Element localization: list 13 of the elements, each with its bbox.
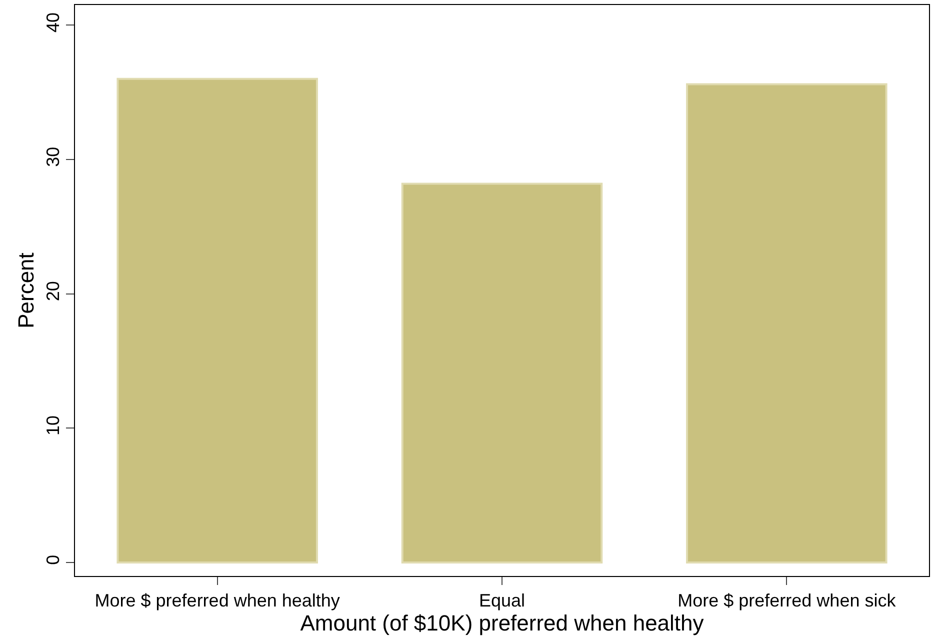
y-axis-title: Percent bbox=[14, 252, 39, 328]
y-tick-label: 20 bbox=[42, 281, 63, 302]
y-tick-label: 0 bbox=[42, 554, 63, 565]
x-tick-label: More $ preferred when healthy bbox=[94, 590, 340, 611]
bar bbox=[401, 182, 603, 564]
x-tick-label: More $ preferred when sick bbox=[678, 590, 897, 611]
bar bbox=[116, 78, 318, 564]
y-tick-label: 40 bbox=[42, 12, 63, 32]
y-tick-label: 30 bbox=[42, 146, 63, 167]
bar bbox=[686, 83, 888, 564]
x-axis-title: Amount (of $10K) preferred when healthy bbox=[300, 610, 704, 636]
x-tick-label: Equal bbox=[478, 590, 526, 611]
y-tick-label: 10 bbox=[42, 415, 63, 436]
